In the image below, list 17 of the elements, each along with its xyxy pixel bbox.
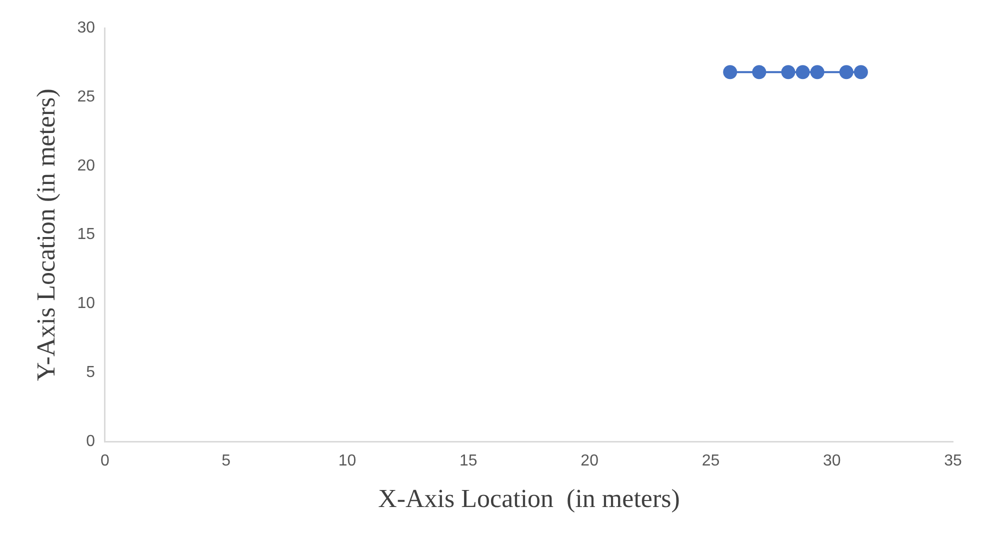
x-tick-label: 5 bbox=[222, 452, 231, 470]
y-tick-label: 0 bbox=[86, 433, 96, 450]
x-tick-label: 20 bbox=[580, 452, 599, 470]
x-tick-label: 30 bbox=[822, 452, 841, 470]
x-tick-label: 0 bbox=[100, 452, 110, 470]
x-tick-label: 15 bbox=[460, 452, 478, 470]
x-tick-label: 25 bbox=[702, 452, 720, 470]
y-tick-label: 30 bbox=[77, 19, 96, 36]
y-tick-label: 10 bbox=[77, 295, 96, 312]
x-tick-label: 10 bbox=[338, 452, 356, 470]
y-tick-label: 5 bbox=[86, 364, 96, 382]
y-tick-label: 20 bbox=[77, 157, 96, 174]
x-tick-label: 35 bbox=[944, 452, 962, 470]
y-axis-title: Y-Axis Location (in meters) bbox=[31, 88, 60, 382]
x-axis-title: X-Axis Location (in meters) bbox=[378, 484, 680, 514]
y-tick-label: 15 bbox=[77, 226, 96, 244]
y-tick-label: 25 bbox=[77, 88, 96, 106]
